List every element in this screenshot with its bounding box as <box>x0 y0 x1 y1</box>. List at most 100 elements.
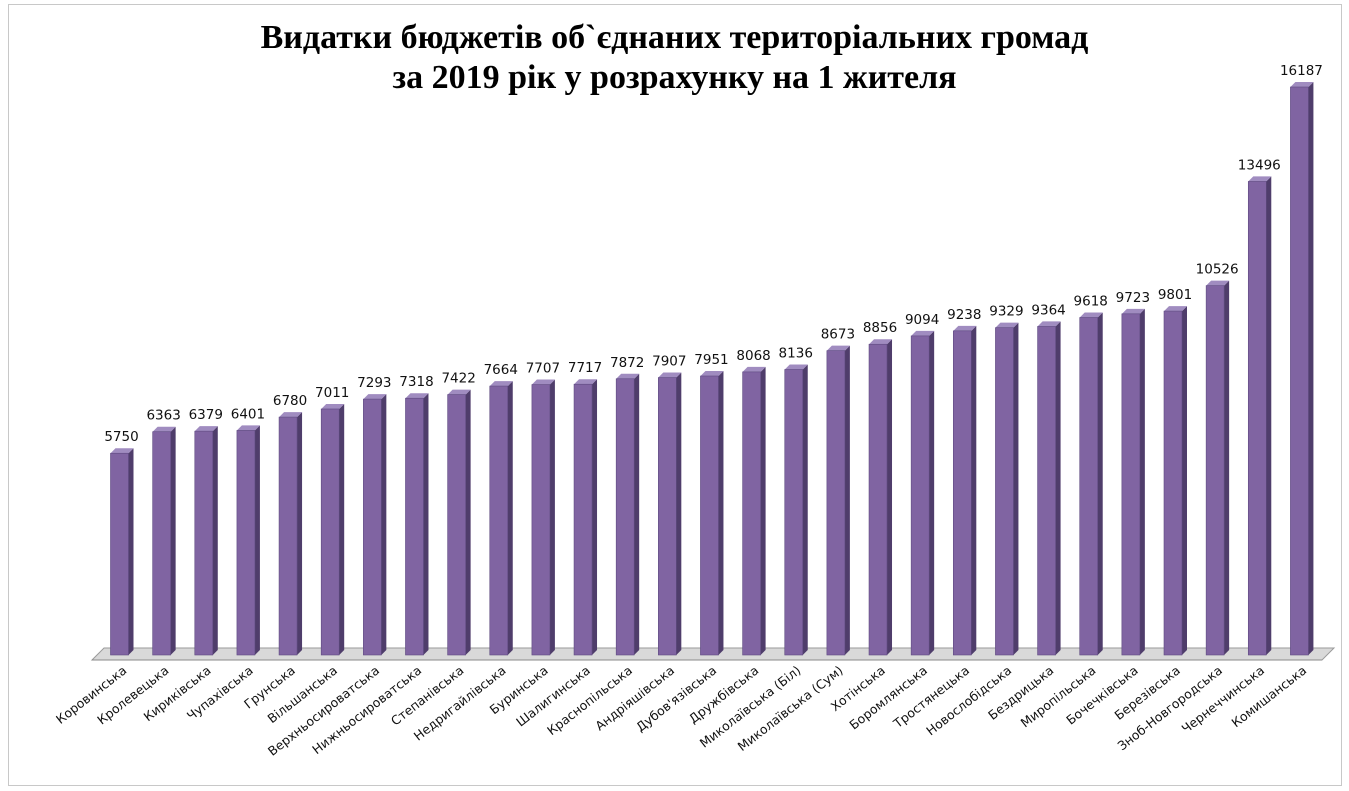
bar-front <box>952 330 972 656</box>
bar <box>110 448 134 656</box>
bar-top <box>236 425 260 431</box>
value-label: 9329 <box>989 304 1023 320</box>
bar-top <box>574 379 598 385</box>
bar-top <box>911 330 935 336</box>
bar-top <box>995 322 1019 328</box>
bar-side <box>1055 321 1061 655</box>
value-labels: 5750 6363 6379 6401 6780 7011 7293 7318 7422 7664… <box>104 63 1323 445</box>
bar-side <box>128 448 134 655</box>
bar-front <box>405 397 424 656</box>
bar-front <box>1290 86 1309 656</box>
bar-side <box>381 394 387 655</box>
value-label: 8856 <box>863 320 897 336</box>
bar-front <box>868 343 888 656</box>
category-label: Кролевецька <box>94 663 171 728</box>
bar-front <box>1205 285 1225 656</box>
bar <box>1079 312 1103 656</box>
bar-side <box>1097 312 1103 655</box>
bar-top <box>826 345 850 351</box>
bar-front <box>152 431 171 656</box>
bar-side <box>676 372 682 655</box>
category-label: Комишанська <box>1228 663 1309 731</box>
bar-front <box>1037 326 1056 656</box>
value-label: 9364 <box>1031 302 1065 318</box>
value-label: 7717 <box>568 360 602 376</box>
bar-side <box>1182 306 1187 655</box>
bar-side <box>634 373 640 655</box>
bar <box>658 372 682 656</box>
bar-front <box>700 375 719 656</box>
bar-side <box>465 389 471 655</box>
bar-front <box>995 327 1014 656</box>
chart-subtitle: за 2019 рік у розрахунку на 1 жителя <box>392 59 957 96</box>
bar-side <box>971 325 977 655</box>
bar <box>236 425 260 656</box>
category-labels: КоровинськаКролевецькаКириківськаЧупахів… <box>53 663 1309 759</box>
bar-front <box>278 416 298 656</box>
bar-side <box>549 379 555 655</box>
bar-top <box>405 393 429 399</box>
bar-top <box>1037 321 1061 327</box>
bar-top <box>784 364 808 370</box>
bar-front <box>236 430 256 656</box>
category-label: Коровинська <box>53 663 129 727</box>
bar-front <box>531 384 551 656</box>
bar-side <box>1013 322 1019 655</box>
bar-top <box>321 403 345 409</box>
bar-top <box>953 325 977 331</box>
bar-top <box>531 379 555 385</box>
bar-side <box>887 339 893 655</box>
bar-top <box>152 426 176 432</box>
value-label: 6401 <box>231 406 265 422</box>
bars <box>110 82 1314 656</box>
bar-side <box>802 364 808 655</box>
value-label: 8136 <box>779 346 813 362</box>
bar <box>489 381 513 656</box>
value-label: 7011 <box>315 385 349 401</box>
bar <box>405 393 429 656</box>
bar-top <box>1121 308 1145 314</box>
bar-front <box>1163 310 1183 656</box>
bar-side <box>254 425 260 655</box>
value-label: 7293 <box>357 375 391 391</box>
value-label: 6363 <box>146 408 180 424</box>
bar-side <box>1224 280 1230 655</box>
bar-side <box>1266 176 1272 655</box>
bar <box>742 366 766 656</box>
bar-front <box>573 383 593 656</box>
bar-front <box>910 335 930 656</box>
value-label: 10526 <box>1196 262 1239 278</box>
value-label: 6780 <box>273 393 307 409</box>
bar-front <box>447 394 466 656</box>
bar <box>278 412 303 656</box>
bar-side <box>507 381 513 655</box>
bar <box>447 389 471 656</box>
value-label: 7707 <box>526 361 560 377</box>
bar <box>573 379 598 656</box>
bar-top <box>1290 82 1314 87</box>
bar <box>700 371 724 656</box>
bar-front <box>1121 313 1141 656</box>
bar <box>194 426 218 656</box>
bar-top <box>1079 312 1103 318</box>
value-label: 9238 <box>947 307 981 323</box>
bar-front <box>320 408 340 656</box>
bar-top <box>279 412 303 418</box>
bar-front <box>784 369 804 656</box>
bar <box>910 330 935 656</box>
bar-top <box>616 373 640 379</box>
bar <box>531 379 555 656</box>
bar-top <box>658 372 682 378</box>
bar-front <box>1079 317 1099 656</box>
bar-top <box>742 366 766 372</box>
bar <box>952 325 977 656</box>
bar-side <box>718 371 724 655</box>
bar <box>868 339 893 656</box>
chart-title: Видатки бюджетів об`єднаних територіальн… <box>0 18 1349 98</box>
bar-top <box>363 394 387 400</box>
bar-side <box>929 330 935 655</box>
value-label: 6379 <box>189 407 223 423</box>
value-label: 9723 <box>1116 290 1150 306</box>
bar-top <box>700 371 724 377</box>
category-label: Бочечківська <box>1063 663 1140 728</box>
